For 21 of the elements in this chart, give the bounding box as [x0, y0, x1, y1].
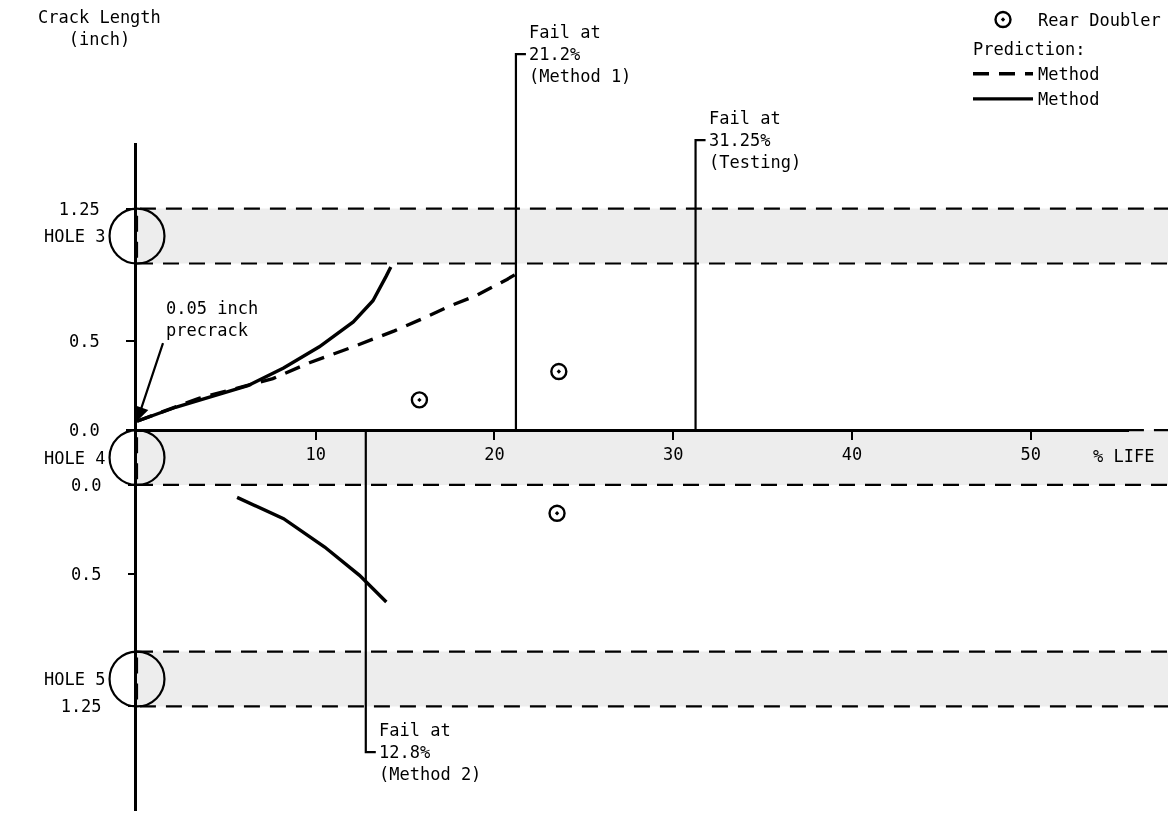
legend-label: Method	[1038, 89, 1100, 110]
x-tick-label: 20	[484, 444, 505, 465]
y-tick-label: 0.0	[69, 420, 100, 440]
x-tick-label: 50	[1020, 444, 1041, 465]
x-tick-label: 10	[305, 444, 326, 465]
band-label: HOLE 5	[44, 669, 106, 689]
x-axis-title: % LIFE	[1093, 446, 1155, 466]
x-tick-label: 30	[662, 444, 684, 465]
ref-line-label: Fail at 12.8% (Method 2)	[379, 720, 482, 785]
legend-label: Rear Doubler	[1038, 10, 1161, 31]
x-tick-label: 40	[841, 444, 863, 465]
annotation: 0.05 inch precrack	[166, 298, 259, 341]
band-label: HOLE 3	[44, 226, 106, 246]
band-label: HOLE 4	[44, 448, 106, 468]
ref-line-label: Fail at 21.2% (Method 1)	[529, 22, 632, 87]
ref-line-label: Fail at 31.25% (Testing)	[709, 108, 802, 173]
legend-title: Prediction:	[973, 39, 1086, 60]
y-tick-label: 0.5	[69, 331, 100, 352]
text: Crack Length (inch)	[38, 7, 161, 50]
y-tick-label: 1.25	[58, 198, 100, 219]
legend-label: Method	[1038, 64, 1100, 85]
